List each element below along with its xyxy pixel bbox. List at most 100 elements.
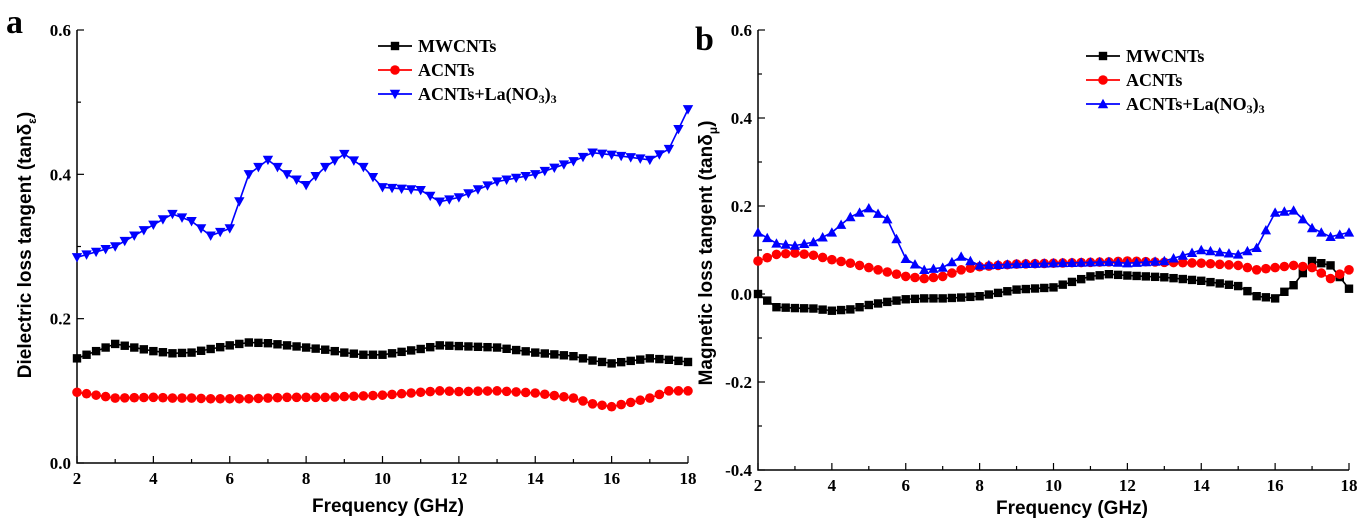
panel-b-series-1-point	[1040, 283, 1049, 293]
panel-b-series-1-point	[1298, 268, 1308, 278]
panel-a-series-3-point	[396, 184, 407, 194]
panel-a-series-3-point	[358, 162, 369, 173]
panel-b-series-2-point	[956, 265, 966, 275]
panel-a-series-2-point	[501, 386, 512, 397]
panel-a-series-2-point	[167, 393, 178, 403]
panel-a-series-3-point	[673, 125, 684, 135]
panel-a-series-2-point	[100, 391, 111, 402]
panel-a-series-1-point	[655, 354, 664, 364]
panel-b-series-3-point	[1205, 245, 1216, 256]
panel-a-series-2-point	[606, 401, 617, 412]
panel-b-series-3-point	[1020, 258, 1031, 269]
panel-a-series-2-point	[463, 386, 474, 397]
panel-b-y-tick-label: 0.2	[731, 197, 752, 216]
panel-a-series-2-point	[482, 386, 493, 396]
panel-b-series-3-point	[808, 236, 819, 247]
panel-b-series-3-point	[937, 262, 948, 272]
panel-a-series-1-point	[196, 346, 206, 355]
panel-b-series-1-point	[1187, 275, 1197, 285]
panel-a-series-1-point	[263, 339, 273, 348]
panel-a-series-3-point	[176, 213, 188, 223]
panel-a-series-2-point	[549, 390, 560, 401]
panel-b-series-3-point	[955, 251, 967, 261]
panel-b-x-tick-label: 14	[1193, 476, 1211, 495]
panel-b-series-2-point	[854, 260, 865, 271]
panel-b-series-3-point	[1251, 242, 1262, 252]
panel-b-series-1-point	[1058, 280, 1067, 289]
panel-b-letter: b	[695, 21, 714, 58]
panel-a-series-3-point	[90, 247, 102, 258]
panel-a-series-2-point	[358, 391, 369, 401]
panel-b-series-1-point	[1021, 284, 1030, 294]
panel-a-series-2-point	[425, 386, 436, 397]
panel-b-series-1-point	[1178, 274, 1187, 284]
panel-b-series-3-point	[771, 238, 782, 248]
panel-a-series-1-point	[340, 348, 349, 357]
panel-b-series-1-point	[1270, 294, 1280, 303]
panel-a-series-2-point	[148, 392, 159, 403]
panel-a-x-tick-label: 14	[527, 469, 545, 488]
panel-b-series-2-point	[1196, 258, 1207, 269]
panel-b-series-3-point	[1048, 258, 1059, 268]
panel-a-series-2-point	[129, 392, 140, 403]
panel-b-series-3-point	[919, 264, 930, 274]
panel-a-x-tick-label: 18	[680, 469, 697, 488]
panel-a-series-1-point	[636, 355, 645, 364]
panel-a-series-2	[72, 386, 693, 412]
panel-b-series-3-point	[882, 214, 893, 224]
panel-a-series-3-point	[577, 152, 589, 163]
panel-a-series-2-point	[205, 393, 216, 404]
panel-b-series-3-point	[1122, 258, 1133, 268]
panel-b-series-3-point	[1232, 249, 1244, 259]
panel-a-series-2-point	[511, 387, 521, 397]
panel-a-series-1-point	[607, 359, 616, 368]
panel-a-series-1-point	[683, 357, 693, 367]
panel-a-series-2-point	[253, 393, 264, 404]
panel-b-series-1-point	[892, 296, 901, 305]
panel-a-x-tick-label: 10	[374, 469, 391, 488]
panel-a-series-3-point	[320, 162, 331, 173]
panel-b-series-3-point	[1343, 227, 1355, 237]
panel-a-series-1-point	[435, 341, 444, 350]
panel-a-series-3-point	[291, 175, 302, 185]
panel-b-series-1-point	[1049, 283, 1058, 292]
panel-a-series-1-point	[130, 343, 139, 352]
panel-b-plot-area: 2 4 6 8 10 12 14 16 18 -0.4 -0.2 0.0 0.2 0.4 0.6	[725, 21, 1357, 495]
panel-b-series-2-point	[882, 267, 893, 277]
panel-a-series-2-point	[616, 399, 626, 410]
panel-b-series-2-point	[1316, 268, 1327, 278]
panel-a-series-3-point	[243, 170, 255, 180]
panel-b-series-3-point	[1085, 257, 1096, 267]
panel-a-series-2-point	[454, 386, 464, 397]
panel-a-y-tick-label: 0.2	[50, 310, 71, 329]
panel-a-series-3-point	[520, 171, 531, 182]
panel-b-series-2-point	[753, 256, 763, 266]
panel-a-series-3-point	[348, 156, 360, 166]
panel-b-series-2-point	[910, 272, 920, 283]
panel-b-series-2-point	[928, 272, 939, 283]
panel-b-series-1-point	[1150, 272, 1160, 282]
panel-b-series-2-point	[1288, 260, 1299, 271]
panel-b-series-3-point	[1039, 258, 1050, 268]
panel-b-series-1-point	[846, 305, 855, 314]
panel-a-series-2-point	[406, 388, 416, 398]
panel-a-series-3-point	[253, 162, 264, 173]
panel-a-series-3-point	[281, 170, 293, 180]
panel-b-series-1-point	[790, 303, 800, 313]
panel-b-series-3-point	[1029, 258, 1041, 268]
panel-b-series-2-point	[873, 265, 883, 275]
panel-b-series-2-point	[780, 248, 791, 259]
panel-a-legend-marker-3	[389, 89, 401, 100]
panel-a-series-2-point	[444, 386, 455, 396]
panel-b-series-2-point	[1334, 269, 1345, 280]
panel-a-series-1-point	[502, 344, 511, 353]
panel-a-y-axis-title: Dielectric loss tangent (tanδε)	[15, 112, 39, 378]
panel-b-series-2-point	[836, 256, 846, 267]
panel-b-series-1-point	[1252, 292, 1261, 301]
panel-a-x-tick-label: 16	[603, 469, 620, 488]
panel-b-series-1-point	[855, 303, 864, 312]
panel-a-series-1-point	[616, 357, 626, 367]
panel-a-series-2-point	[234, 393, 245, 404]
panel-b-series-1-point	[1095, 271, 1104, 280]
